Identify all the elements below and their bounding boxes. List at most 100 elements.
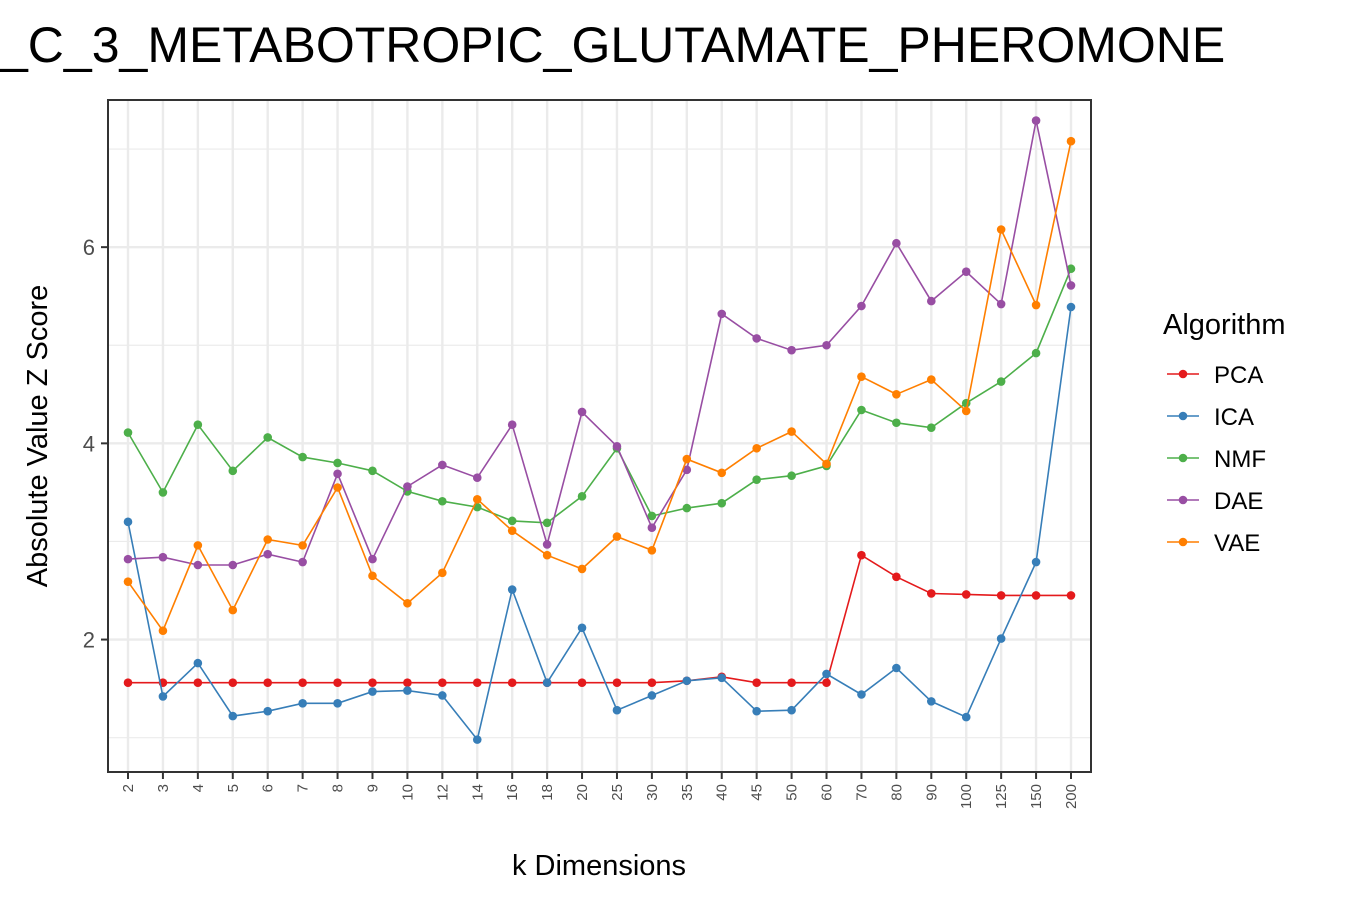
x-tick-label: 18: [539, 784, 556, 801]
data-point-pca: [612, 678, 622, 688]
data-point-nmf: [892, 418, 901, 428]
legend-title: Algorithm: [1163, 309, 1286, 341]
x-tick-label: 60: [819, 784, 836, 801]
data-point-vae: [577, 564, 587, 574]
legend-item-nmf: NMF: [1167, 446, 1266, 473]
data-point-nmf: [368, 466, 377, 476]
x-tick-label: 35: [679, 784, 696, 801]
x-tick-label: 3: [155, 784, 172, 792]
legend-item-dae: DAE: [1167, 488, 1263, 515]
data-point-vae: [368, 571, 377, 581]
data-point-dae: [996, 299, 1006, 309]
legend-label: NMF: [1214, 446, 1266, 473]
series-dae: [123, 116, 1076, 570]
data-point-pca: [438, 678, 447, 688]
x-axis-title: k Dimensions: [512, 850, 686, 882]
data-point-nmf: [961, 398, 971, 408]
x-tick-label: 8: [330, 784, 347, 792]
data-point-nmf: [158, 488, 168, 497]
data-point-ica: [507, 585, 517, 594]
data-point-ica: [438, 691, 447, 700]
data-point-pca: [123, 678, 133, 688]
x-tick-label: 100: [958, 784, 975, 809]
data-point-ica: [333, 699, 342, 708]
x-tick-label: 200: [1063, 784, 1080, 809]
data-point-nmf: [717, 498, 727, 508]
data-point-pca: [892, 572, 901, 582]
x-tick-label: 50: [784, 784, 801, 801]
series-line-nmf: [127, 268, 1072, 524]
data-point-ica: [368, 687, 377, 696]
data-point-vae: [752, 443, 761, 453]
data-point-ica: [717, 673, 727, 683]
data-point-dae: [507, 420, 517, 430]
data-point-ica: [787, 705, 796, 715]
grid: [108, 100, 1091, 772]
series-line-dae: [127, 120, 1072, 566]
data-point-nmf: [926, 423, 936, 432]
series-line-pca: [128, 553, 1071, 684]
x-tick-label: 45: [749, 784, 766, 801]
data-point-ica: [822, 669, 831, 679]
data-point-ica: [647, 691, 657, 700]
data-point-nmf: [123, 428, 133, 437]
data-point-dae: [612, 442, 622, 451]
legend-item-vae: VAE: [1167, 530, 1260, 557]
x-tick-label: 9: [364, 784, 381, 792]
data-point-vae: [1066, 136, 1076, 146]
x-tick-label: 30: [644, 784, 661, 801]
data-point-vae: [123, 577, 133, 586]
data-point-ica: [193, 658, 203, 668]
data-point-nmf: [752, 475, 761, 484]
legend-key-point: [1178, 411, 1188, 421]
data-point-dae: [577, 407, 587, 417]
data-point-vae: [333, 483, 342, 492]
data-point-ica: [752, 706, 761, 716]
data-point-vae: [228, 605, 238, 615]
data-point-ica: [682, 676, 692, 686]
data-point-pca: [1031, 591, 1041, 600]
data-point-pca: [857, 550, 866, 560]
data-point-vae: [472, 494, 482, 504]
data-point-pca: [263, 678, 273, 688]
x-tick-label: 6: [260, 784, 277, 792]
data-point-dae: [368, 554, 377, 564]
x-tick-label: 5: [225, 784, 242, 792]
data-point-dae: [193, 560, 203, 570]
data-point-nmf: [1031, 348, 1041, 358]
data-point-vae: [996, 225, 1006, 234]
x-tick-label: 4: [190, 784, 207, 792]
x-tick-label: 20: [574, 784, 591, 801]
legend-label: DAE: [1214, 488, 1263, 515]
y-tick-label: 6: [83, 235, 95, 260]
data-point-pca: [647, 678, 657, 688]
legend: Algorithm PCA ICA NMF DAE VAE: [1163, 309, 1286, 557]
data-point-pca: [926, 589, 936, 598]
x-tick-label: 25: [609, 784, 626, 801]
data-point-dae: [158, 552, 168, 562]
x-tick-label: 10: [399, 784, 416, 801]
x-tick-label: 7: [295, 784, 312, 792]
legend-key-point: [1178, 495, 1188, 505]
data-point-dae: [1031, 116, 1041, 125]
chart-title: _C_3_METABOTROPIC_GLUTAMATE_PHEROMONE: [0, 17, 1225, 73]
data-point-nmf: [507, 516, 517, 526]
legend-item-ica: ICA: [1167, 404, 1254, 431]
x-tick-label: 14: [469, 784, 486, 801]
data-point-vae: [822, 459, 831, 469]
data-point-pca: [368, 678, 377, 688]
y-tick-label: 4: [83, 431, 95, 456]
y-tick-label: 2: [83, 628, 95, 653]
data-point-dae: [857, 301, 866, 311]
data-point-dae: [403, 482, 412, 491]
data-point-dae: [1066, 281, 1076, 290]
data-point-dae: [542, 540, 552, 549]
data-point-vae: [857, 372, 866, 381]
data-point-pca: [507, 678, 517, 688]
data-point-vae: [403, 598, 412, 608]
data-point-nmf: [298, 452, 307, 462]
data-point-ica: [612, 705, 622, 715]
data-point-nmf: [577, 492, 587, 501]
data-point-pca: [403, 678, 412, 688]
